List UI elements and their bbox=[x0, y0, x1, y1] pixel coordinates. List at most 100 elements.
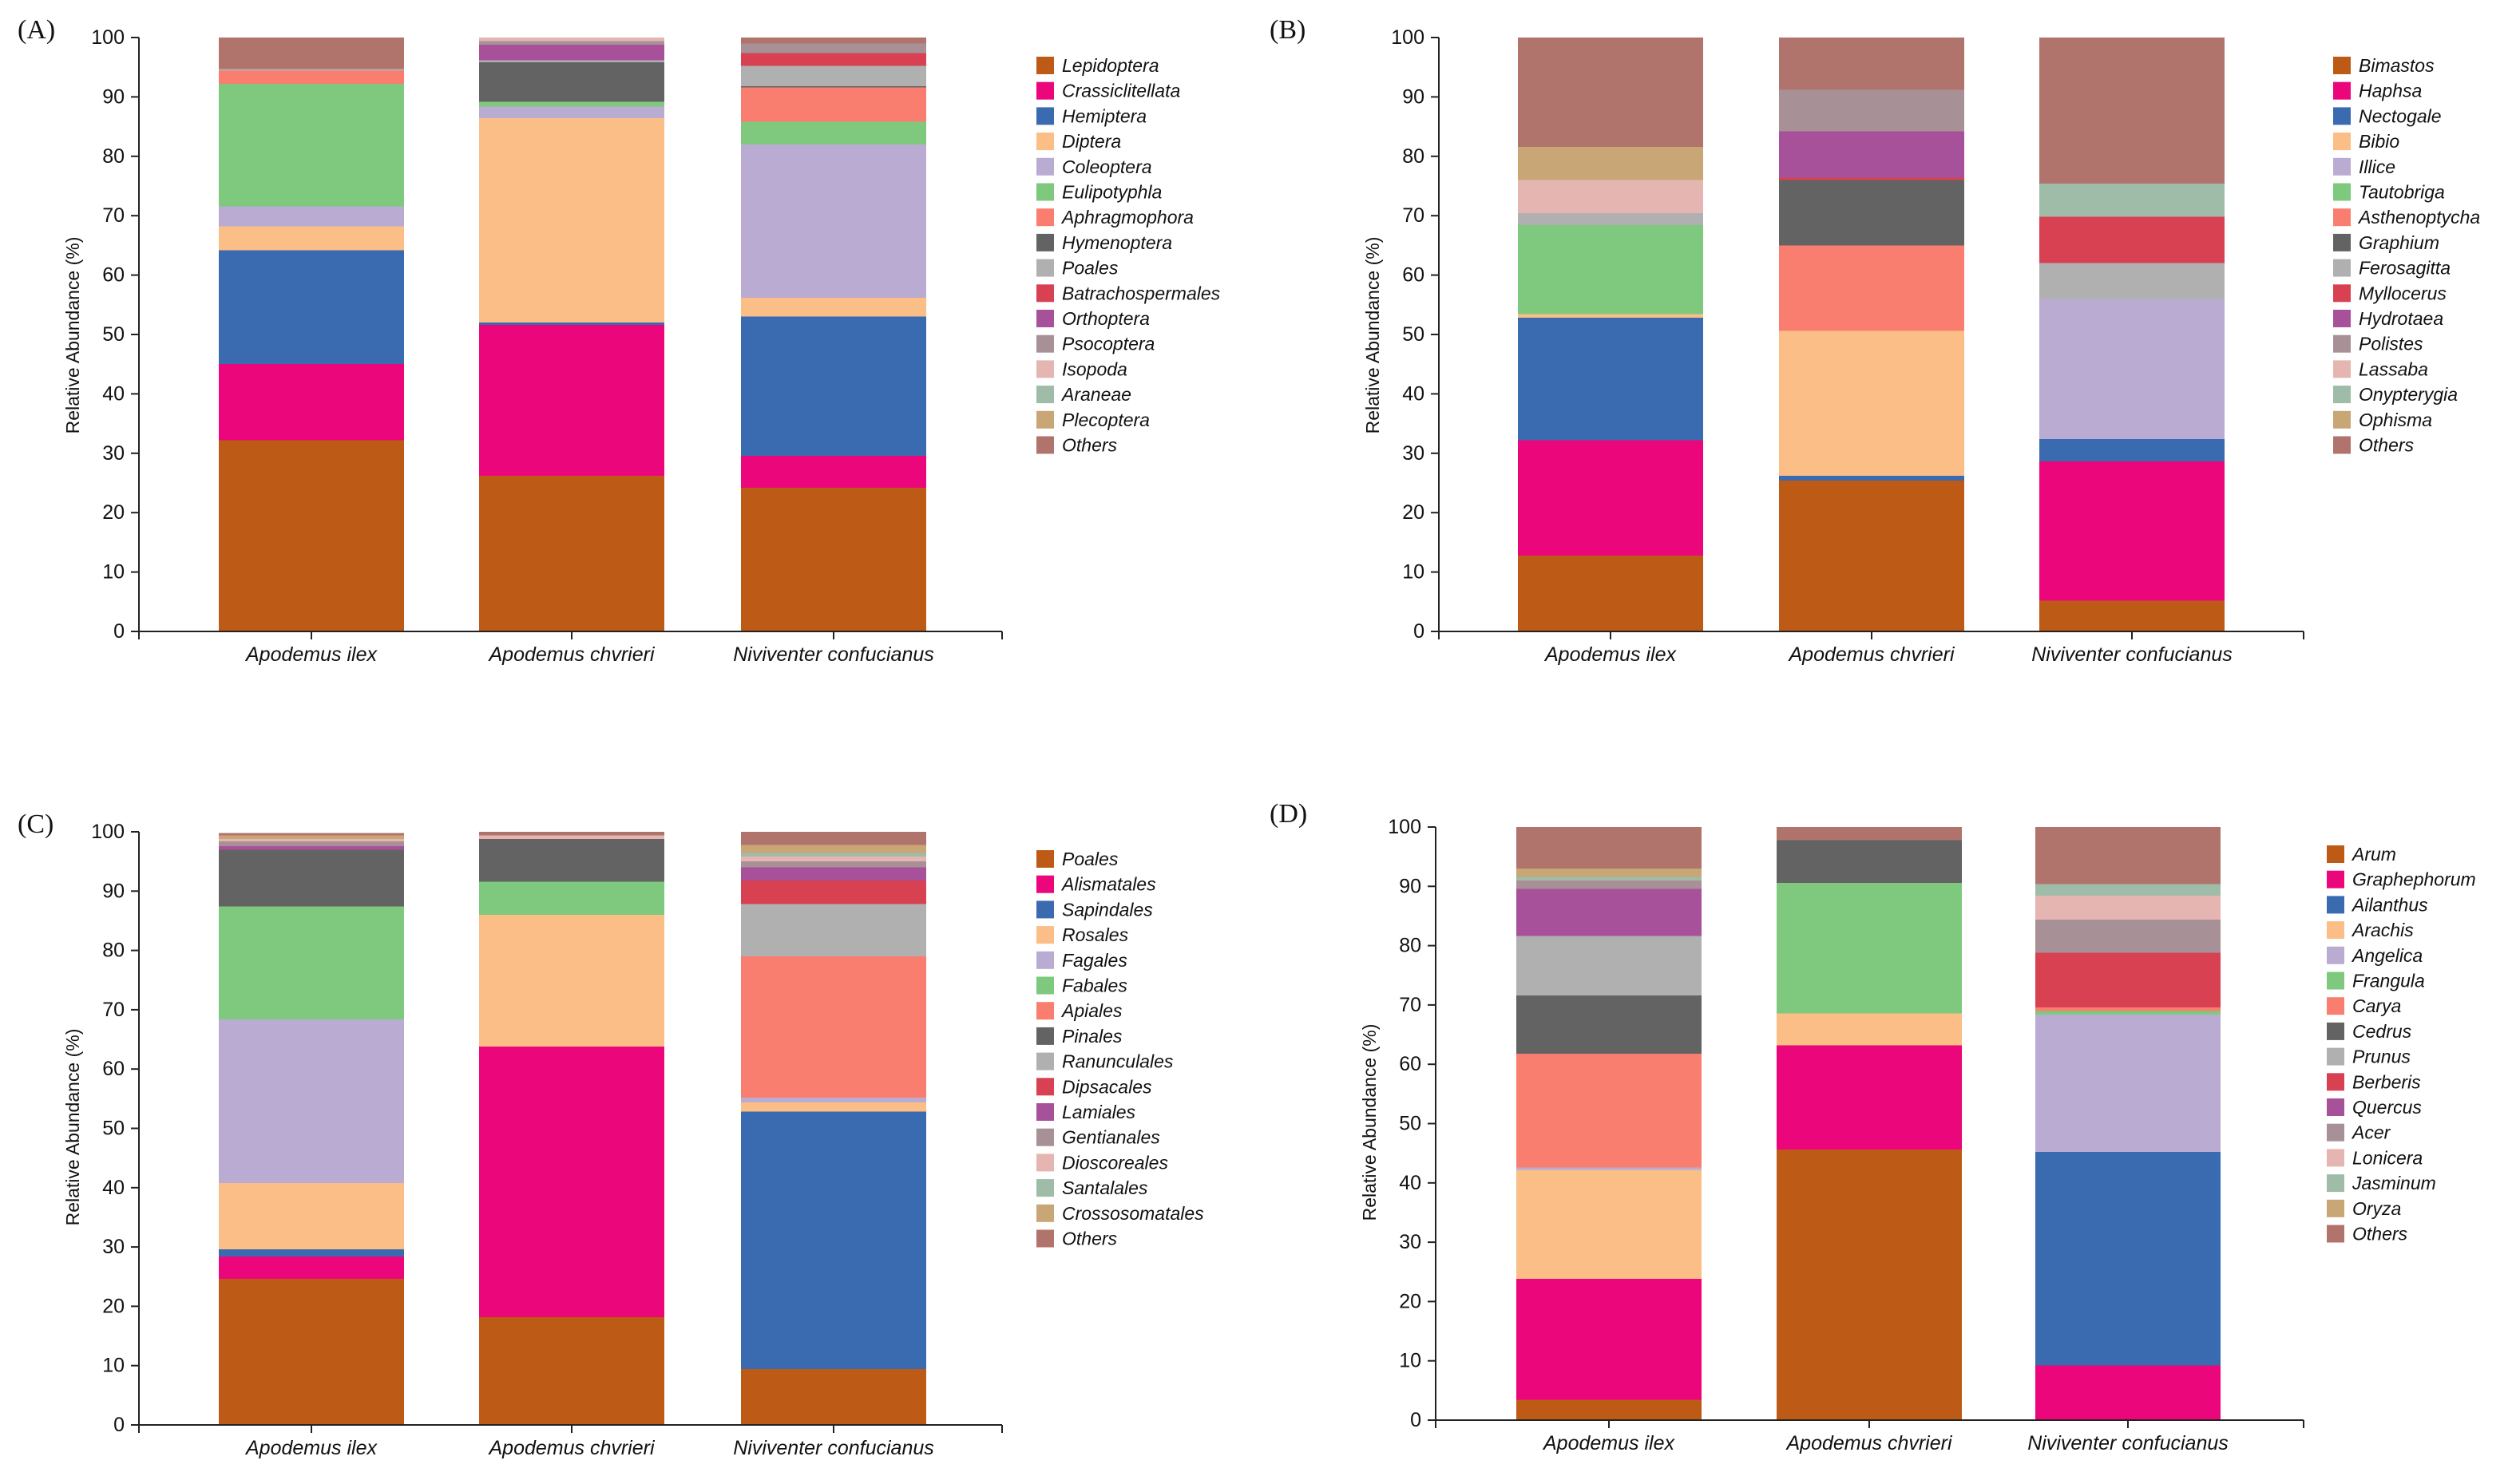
bar-segment bbox=[2035, 827, 2221, 884]
legend-swatch bbox=[1036, 436, 1054, 454]
legend-label: Frangula bbox=[2352, 971, 2425, 991]
y-tick-label: 0 bbox=[1413, 620, 1424, 643]
legend-label: Lassaba bbox=[2359, 358, 2428, 379]
bar-segment bbox=[741, 86, 926, 88]
legend-label: Carya bbox=[2352, 995, 2401, 1016]
bar-segment bbox=[219, 1019, 404, 1183]
y-tick-label: 30 bbox=[1399, 1231, 1421, 1253]
legend-swatch bbox=[2333, 360, 2351, 378]
bar-segment bbox=[479, 832, 664, 836]
legend-swatch bbox=[2327, 896, 2344, 914]
bar-segment bbox=[219, 364, 404, 441]
category-label: Apodemus chvrieri bbox=[1785, 1432, 1952, 1454]
legend-swatch bbox=[1036, 926, 1054, 944]
legend-label: Pinales bbox=[1062, 1026, 1123, 1047]
legend-label: Polistes bbox=[2359, 334, 2423, 354]
bar-segment bbox=[2039, 184, 2225, 217]
y-tick-label: 70 bbox=[1402, 204, 1424, 227]
y-tick-label: 90 bbox=[102, 85, 125, 108]
legend-label: Arum bbox=[2351, 844, 2396, 865]
legend-swatch bbox=[1036, 1078, 1054, 1096]
legend-label: Prunus bbox=[2352, 1047, 2411, 1067]
legend-label: Arachis bbox=[2351, 920, 2414, 940]
y-tick-labels: 0 10 20 30 40 50 60 70 80 90 100 bbox=[91, 26, 125, 643]
axes bbox=[1431, 37, 2304, 639]
bar-segment bbox=[219, 849, 404, 907]
legend-swatch bbox=[2333, 410, 2351, 429]
category-label: Apodemus ilex bbox=[244, 643, 378, 666]
y-tick-label: 20 bbox=[102, 1295, 125, 1317]
legend-label: Asthenoptycha bbox=[2357, 207, 2480, 228]
legend-label: Hydrotaea bbox=[2359, 308, 2443, 329]
legend-swatch bbox=[1036, 386, 1054, 404]
legend-swatch bbox=[1036, 1027, 1054, 1045]
bar-segment bbox=[479, 106, 664, 119]
legend-swatch bbox=[1036, 1204, 1054, 1222]
bar-segment bbox=[479, 325, 664, 477]
y-tick-label: 10 bbox=[102, 1355, 125, 1377]
bars bbox=[1516, 827, 2221, 1420]
y-tick-label: 50 bbox=[102, 1118, 125, 1140]
bar-segment bbox=[741, 861, 926, 868]
legend-label: Aphragmophora bbox=[1060, 207, 1194, 228]
bar-segment bbox=[741, 65, 926, 87]
legend-label: Poales bbox=[1062, 258, 1119, 279]
legend-swatch bbox=[2333, 310, 2351, 327]
legend-label: Others bbox=[2352, 1224, 2408, 1245]
bar-segment bbox=[2039, 216, 2225, 263]
legend-swatch bbox=[2327, 972, 2344, 990]
bar-segment bbox=[2039, 299, 2225, 439]
bar-segment bbox=[1518, 213, 1703, 226]
bar-segment bbox=[1777, 1150, 1962, 1420]
bar-segment bbox=[219, 250, 404, 365]
y-tick-label: 60 bbox=[102, 264, 125, 287]
bar-segment bbox=[1518, 555, 1703, 631]
legend-swatch bbox=[1036, 81, 1054, 100]
legend-label: Santalales bbox=[1062, 1177, 1148, 1198]
bar-segment bbox=[479, 44, 664, 61]
y-axis-title: Relative Abundance (%) bbox=[62, 237, 83, 434]
y-axis-title: Relative Abundance (%) bbox=[62, 1029, 83, 1226]
legend-swatch bbox=[2327, 1149, 2344, 1167]
bar-segment bbox=[1518, 314, 1703, 319]
category-label: Apodemus chvrieri bbox=[487, 643, 655, 666]
y-tick-label: 70 bbox=[1399, 994, 1421, 1016]
legend-swatch bbox=[1036, 334, 1054, 353]
y-tick-label: 90 bbox=[102, 880, 125, 902]
legend-swatch bbox=[2333, 133, 2351, 151]
bar-segment bbox=[1516, 1399, 1702, 1420]
category-label: Apodemus ilex bbox=[1542, 1432, 1675, 1454]
y-tick-label: 80 bbox=[1402, 145, 1424, 168]
bar-segment bbox=[741, 487, 926, 631]
bar-segment bbox=[2035, 1152, 2221, 1366]
y-tick-label: 60 bbox=[102, 1058, 125, 1080]
bar-segment bbox=[2039, 263, 2225, 299]
legend-swatch bbox=[1036, 208, 1054, 227]
legend-label: Lepidoptera bbox=[1062, 55, 1159, 76]
legend-swatch bbox=[2333, 157, 2351, 176]
legend-label: Oryza bbox=[2352, 1198, 2401, 1219]
legend-label: Graphephorum bbox=[2352, 869, 2476, 890]
legend-label: Eulipotyphla bbox=[1062, 182, 1162, 203]
bar-segment bbox=[1779, 481, 1964, 631]
legend-label: Crossosomatales bbox=[1062, 1203, 1204, 1224]
y-tick-label: 100 bbox=[1391, 26, 1424, 49]
y-tick-label: 0 bbox=[1410, 1409, 1421, 1431]
legend-swatch bbox=[1036, 1103, 1054, 1121]
legend-swatch bbox=[2327, 1123, 2344, 1142]
bar-segment bbox=[741, 455, 926, 488]
legend-label: Dipsacales bbox=[1062, 1076, 1152, 1097]
bar-segment bbox=[479, 476, 664, 631]
bar-segment bbox=[2035, 884, 2221, 896]
legend-swatch bbox=[2333, 334, 2351, 353]
legend-label: Others bbox=[1062, 1229, 1118, 1249]
y-tick-label: 100 bbox=[1388, 816, 1421, 838]
legend-label: Lamiales bbox=[1062, 1102, 1136, 1122]
legend-swatch bbox=[1036, 1229, 1054, 1248]
bar-segment bbox=[1779, 131, 1964, 178]
legend-swatch bbox=[1036, 900, 1054, 919]
axes bbox=[131, 831, 1003, 1433]
y-tick-labels: 0 10 20 30 40 50 60 70 80 90 100 bbox=[1388, 816, 1421, 1431]
category-labels: Apodemus ilex Apodemus chvrieri Niviventer… bbox=[1543, 643, 2233, 666]
legend-swatch bbox=[2333, 107, 2351, 125]
